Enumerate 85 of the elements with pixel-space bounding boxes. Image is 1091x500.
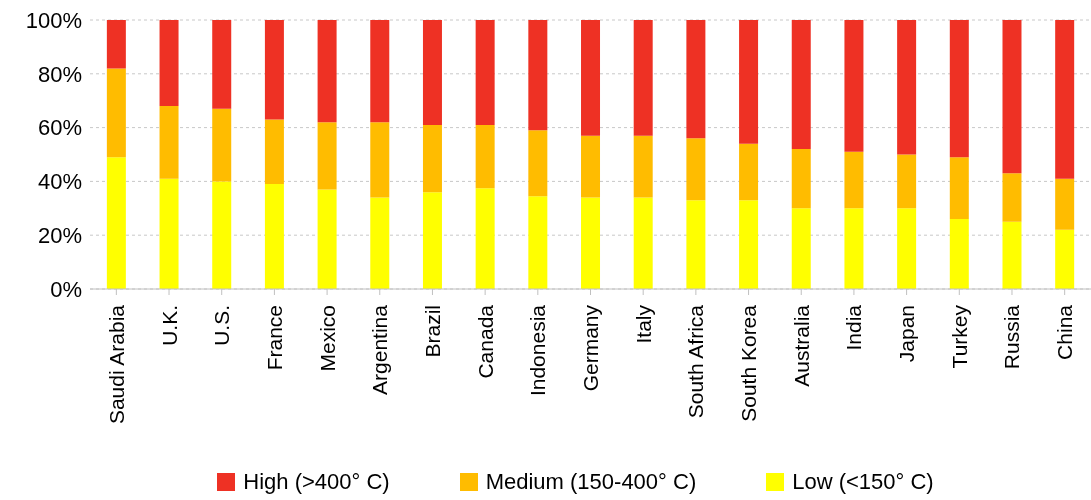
- bar: [528, 130, 548, 197]
- bar: [159, 20, 179, 107]
- bar: [1055, 229, 1075, 289]
- bar: [949, 219, 969, 289]
- bar: [264, 184, 284, 289]
- bar: [106, 20, 126, 69]
- x-tick-label: Japan: [895, 305, 919, 363]
- x-tick-label: South Korea: [737, 304, 761, 422]
- x-tick-label: France: [262, 305, 286, 371]
- bar: [1055, 20, 1075, 179]
- bar: [844, 151, 864, 209]
- x-tick-label: Italy: [631, 304, 655, 344]
- y-tick-label: 80%: [37, 61, 82, 87]
- bar: [739, 20, 759, 144]
- bar: [633, 20, 653, 136]
- x-tick-label: Brazil: [420, 305, 444, 358]
- x-tick-label: Saudi Arabia: [104, 304, 128, 425]
- bar: [528, 196, 548, 289]
- bar: [475, 188, 495, 289]
- x-tick-label: Argentina: [368, 304, 392, 395]
- bar: [791, 149, 811, 209]
- bar: [264, 20, 284, 120]
- x-tick-label: Indonesia: [526, 304, 550, 397]
- bar: [686, 200, 706, 289]
- x-tick-label: Turkey: [947, 304, 971, 369]
- legend-label: Medium (150-400° C): [485, 469, 697, 495]
- bar: [264, 119, 284, 185]
- bar: [422, 124, 442, 193]
- x-tick-label: India: [842, 304, 866, 351]
- bar: [1002, 20, 1022, 174]
- x-tick-label: U.S.: [210, 305, 234, 346]
- bar: [949, 157, 969, 220]
- legend-label: High (>400° C): [243, 469, 390, 495]
- y-tick-label: 100%: [25, 7, 82, 33]
- bar: [949, 20, 969, 158]
- bar: [844, 208, 864, 289]
- bar: [212, 181, 232, 289]
- bar: [581, 135, 601, 198]
- y-tick-label: 0%: [50, 276, 82, 302]
- bar: [317, 122, 337, 190]
- y-tick-label: 60%: [37, 115, 82, 141]
- bar: [791, 208, 811, 289]
- x-tick-label: Russia: [1000, 304, 1024, 370]
- x-tick-label: Germany: [579, 304, 602, 392]
- bar: [633, 135, 653, 198]
- bar: [212, 20, 232, 109]
- bar: [106, 157, 126, 289]
- bar: [897, 20, 917, 155]
- bar: [475, 20, 495, 125]
- x-tick-label: Canada: [473, 304, 497, 379]
- x-tick-label: South Africa: [684, 304, 708, 419]
- bar: [159, 178, 179, 289]
- x-tick-label: Mexico: [315, 305, 339, 372]
- bar: [317, 20, 337, 123]
- x-tick-label: China: [1053, 304, 1077, 360]
- bar: [791, 20, 811, 150]
- bar: [844, 20, 864, 152]
- bar: [159, 106, 179, 179]
- bar: [422, 192, 442, 289]
- x-tick-label: U.K.: [157, 305, 181, 346]
- bar: [581, 20, 601, 136]
- bar: [370, 122, 390, 198]
- bar: [897, 154, 917, 209]
- bar: [317, 189, 337, 289]
- y-tick-label: 40%: [37, 169, 82, 195]
- bar: [1002, 173, 1022, 222]
- bar: [897, 208, 917, 289]
- bar: [528, 20, 548, 131]
- bar: [370, 20, 390, 123]
- bar: [212, 108, 232, 182]
- bar: [633, 197, 653, 289]
- bar: [106, 68, 126, 158]
- bar: [1002, 221, 1022, 289]
- bar: [739, 143, 759, 201]
- bar: [581, 197, 601, 289]
- bar: [475, 124, 495, 189]
- legend-label: Low (<150° C): [792, 469, 934, 495]
- bar: [739, 200, 759, 289]
- bar: [370, 197, 390, 289]
- bar: [1055, 178, 1075, 230]
- bar: [422, 20, 442, 125]
- x-tick-label: Australia: [789, 304, 813, 387]
- y-tick-label: 20%: [37, 223, 82, 249]
- bar: [686, 20, 706, 139]
- bar: [686, 138, 706, 201]
